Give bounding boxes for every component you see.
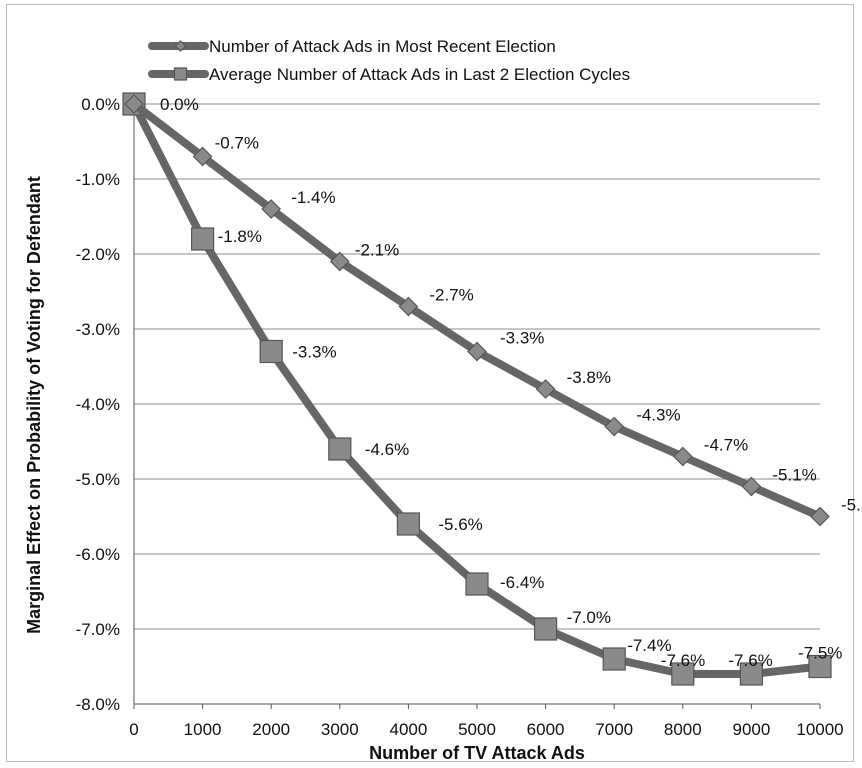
y-tick-label: -6.0% — [76, 545, 120, 564]
data-label-most-recent: -3.8% — [567, 368, 611, 387]
legend-label: Number of Attack Ads in Most Recent Elec… — [209, 37, 556, 56]
data-label-average-2-cycles: -7.5% — [798, 644, 842, 663]
series-lines — [122, 92, 832, 686]
data-label-most-recent: -3.3% — [500, 329, 544, 348]
gridlines — [133, 103, 820, 705]
point-square — [533, 617, 558, 641]
y-axis-title: Marginal Effect on Probability of Voting… — [24, 176, 44, 634]
data-label-most-recent: -5.5% — [841, 496, 862, 515]
point-diamond — [535, 379, 556, 399]
point-diamond — [604, 416, 625, 437]
data-label-average-2-cycles: -1.8% — [218, 227, 262, 246]
x-tick-label: 3000 — [321, 720, 359, 739]
point-diamond — [124, 94, 144, 114]
x-tick-label: 8000 — [664, 720, 702, 739]
x-tick-label: 1000 — [184, 720, 222, 739]
point-square — [602, 647, 626, 671]
point-diamond — [329, 251, 350, 272]
x-axis-ticks: 0 1000 2000 3000 4000 5000 6000 7000 8000 9000 100… — [129, 704, 844, 739]
chart-frame — [6, 4, 854, 762]
y-tick-label: -7.0% — [76, 620, 120, 639]
point-square — [671, 662, 695, 686]
data-label-most-recent: -5.1% — [772, 466, 816, 485]
point-diamond — [810, 506, 830, 527]
data-label-average-2-cycles: 0.0% — [160, 95, 199, 114]
point-square — [739, 662, 764, 686]
x-tick-label: 7000 — [595, 720, 633, 739]
data-label-average-2-cycles: -3.3% — [292, 343, 336, 362]
x-tick-label: 0 — [129, 720, 138, 739]
point-square — [396, 512, 420, 536]
legend: Number of Attack Ads in Most Recent Elec… — [148, 37, 630, 84]
point-diamond — [467, 341, 487, 362]
x-axis-title: Number of TV Attack Ads — [369, 743, 585, 763]
data-label-most-recent: -2.1% — [355, 241, 399, 260]
point-diamond — [192, 146, 213, 167]
data-label-average-2-cycles: -7.0% — [567, 608, 611, 627]
point-square — [465, 572, 489, 596]
y-tick-label: -8.0% — [76, 695, 120, 714]
y-axis-ticks: 0.0% -1.0% -2.0% -3.0% -4.0% -5.0% -6.0% -7.0% -… — [76, 95, 120, 714]
x-tick-label: 5000 — [458, 720, 496, 739]
point-square — [259, 339, 283, 364]
data-labels: 0.0%-1.8%-3.3%-4.6%-5.6%-6.4%-7.0%-7.4%-… — [160, 95, 862, 670]
x-tick-label: 10000 — [796, 720, 843, 739]
y-tick-label: -2.0% — [76, 245, 120, 264]
y-tick-label: -1.0% — [76, 170, 120, 189]
point-diamond — [741, 476, 762, 497]
legend-diamond-marker — [174, 40, 187, 52]
data-label-most-recent: -4.7% — [704, 436, 748, 455]
x-tick-label: 2000 — [252, 720, 290, 739]
point-diamond — [398, 296, 419, 317]
data-label-average-2-cycles: -5.6% — [438, 515, 482, 534]
point-diamond — [672, 446, 693, 467]
x-tick-label: 9000 — [732, 720, 770, 739]
point-square — [191, 227, 215, 251]
x-tick-label: 6000 — [527, 720, 565, 739]
legend-square-marker — [173, 67, 188, 81]
data-label-most-recent: -4.3% — [636, 406, 680, 425]
y-tick-label: -3.0% — [76, 320, 120, 339]
point-square — [808, 654, 832, 679]
data-label-most-recent: -0.7% — [215, 134, 259, 153]
data-label-average-2-cycles: -4.6% — [365, 440, 409, 459]
y-tick-label: -5.0% — [76, 470, 120, 489]
point-square — [328, 437, 352, 461]
data-label-average-2-cycles: -6.4% — [500, 573, 544, 592]
y-tick-label: 0.0% — [81, 95, 120, 114]
point-diamond — [261, 199, 282, 219]
data-label-average-2-cycles: -7.6% — [661, 651, 705, 670]
data-label-average-2-cycles: -7.6% — [728, 651, 772, 670]
data-label-most-recent: -1.4% — [291, 188, 335, 207]
legend-label: Average Number of Attack Ads in Last 2 E… — [209, 65, 630, 84]
x-tick-label: 4000 — [389, 720, 427, 739]
y-tick-label: -4.0% — [76, 395, 120, 414]
data-label-average-2-cycles: -7.4% — [627, 636, 671, 655]
series-line-most-recent — [130, 100, 824, 521]
data-label-most-recent: -2.7% — [429, 286, 473, 305]
